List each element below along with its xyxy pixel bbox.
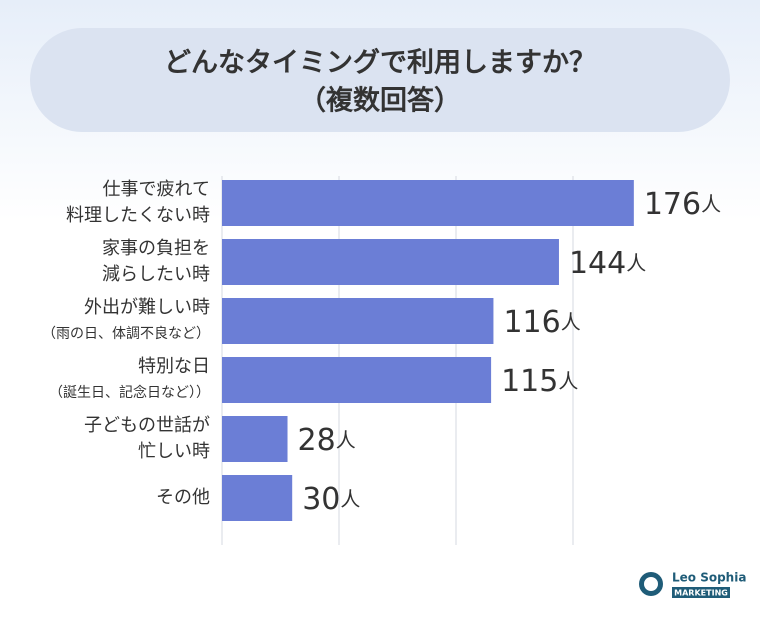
bar — [222, 298, 494, 344]
bar — [222, 357, 492, 403]
logo-tag: MARKETING — [674, 589, 728, 598]
value-label: 30人 — [302, 482, 360, 517]
value-label: 144人 — [569, 246, 646, 281]
value-label: 176人 — [644, 187, 721, 222]
category-label: 仕事で疲れて料理したくない時 — [66, 179, 210, 226]
logo-icon-inner — [644, 577, 658, 591]
bar — [222, 239, 559, 285]
bar — [222, 475, 293, 521]
title-box — [30, 28, 730, 132]
category-label: 特別な日（誕生日、記念日など）） — [49, 356, 210, 401]
logo: Leo Sophia MARKETING — [639, 571, 746, 598]
bar — [222, 180, 634, 226]
value-label: 115人 — [501, 364, 578, 399]
value-label: 28人 — [298, 423, 356, 458]
category-label: 外出が難しい時（雨の日、体調不良など） — [42, 297, 210, 342]
category-label: 子どもの世話が忙しい時 — [84, 415, 210, 462]
bar — [222, 416, 288, 462]
category-label: その他 — [156, 487, 210, 508]
chart-subtitle: （複数回答） — [299, 85, 461, 117]
logo-tag-bg — [672, 587, 730, 598]
logo-name: Leo Sophia — [672, 571, 746, 585]
chart-title: どんなタイミングで利用しますか？ — [164, 47, 596, 79]
category-label: 家事の負担を減らしたい時 — [102, 238, 210, 285]
value-label: 116人 — [503, 305, 580, 340]
